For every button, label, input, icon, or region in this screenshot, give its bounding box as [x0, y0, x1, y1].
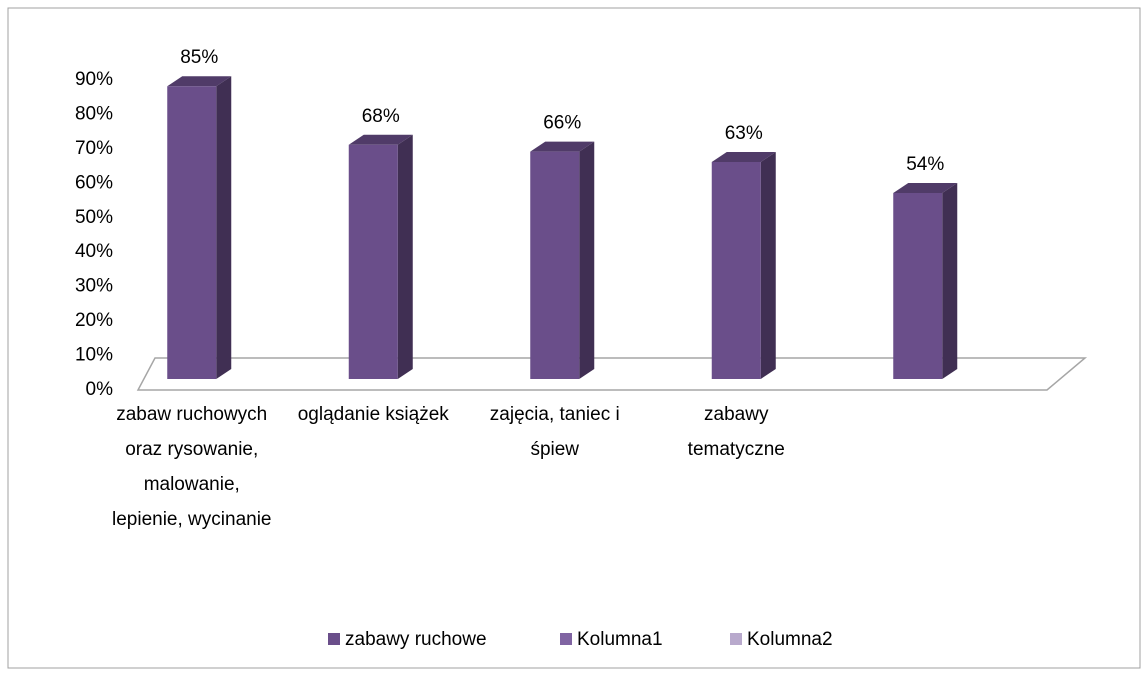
- data-label: 63%: [725, 123, 763, 144]
- y-tick-label: 70%: [75, 138, 113, 159]
- bar: [530, 141, 595, 379]
- x-tick-label: zabaw ruchowych oraz rysowanie, malowani…: [112, 404, 272, 530]
- bar-front: [711, 162, 761, 379]
- y-tick-label: 0%: [86, 379, 114, 400]
- legend-swatch: [560, 633, 572, 645]
- x-tick-label: zabawy tematyczne: [687, 404, 785, 460]
- legend-label: Kolumna1: [577, 629, 663, 650]
- bar-top: [711, 152, 776, 162]
- bar: [893, 183, 958, 379]
- data-label: 54%: [906, 154, 944, 175]
- bar: [711, 152, 776, 379]
- bar-front: [348, 144, 398, 379]
- bar-top: [530, 141, 595, 152]
- floor: [136, 357, 1088, 391]
- bar-front: [530, 151, 580, 379]
- y-tick-label: 50%: [75, 207, 113, 228]
- y-tick-label: 90%: [75, 69, 113, 90]
- bar: [348, 134, 413, 379]
- legend-swatch: [328, 633, 340, 645]
- bar-front: [893, 193, 943, 379]
- data-label: 85%: [180, 47, 218, 68]
- bar-side: [397, 134, 413, 379]
- y-tick-label: 30%: [75, 276, 113, 297]
- y-tick-label: 40%: [75, 241, 113, 262]
- x-tick-label: oglądanie książek: [297, 404, 449, 425]
- y-tick-label: 10%: [75, 345, 113, 366]
- bar-side: [216, 76, 232, 379]
- legend-label: zabawy ruchowe: [345, 629, 487, 650]
- bar-side: [760, 152, 776, 379]
- bar-side: [942, 183, 958, 379]
- data-label: 66%: [543, 113, 581, 134]
- legend-swatch: [730, 633, 742, 645]
- y-tick-label: 20%: [75, 310, 113, 331]
- data-label: 68%: [362, 106, 400, 127]
- y-tick-label: 60%: [75, 172, 113, 193]
- bar-top: [893, 183, 958, 193]
- bar: [167, 76, 232, 379]
- x-tick-label: zajęcia, taniec i śpiew: [489, 404, 620, 460]
- bar-top: [167, 76, 232, 87]
- bar-side: [579, 141, 595, 379]
- y-tick-label: 80%: [75, 103, 113, 124]
- bar-top: [348, 134, 413, 145]
- bar-front: [167, 86, 217, 379]
- legend-label: Kolumna2: [747, 629, 833, 650]
